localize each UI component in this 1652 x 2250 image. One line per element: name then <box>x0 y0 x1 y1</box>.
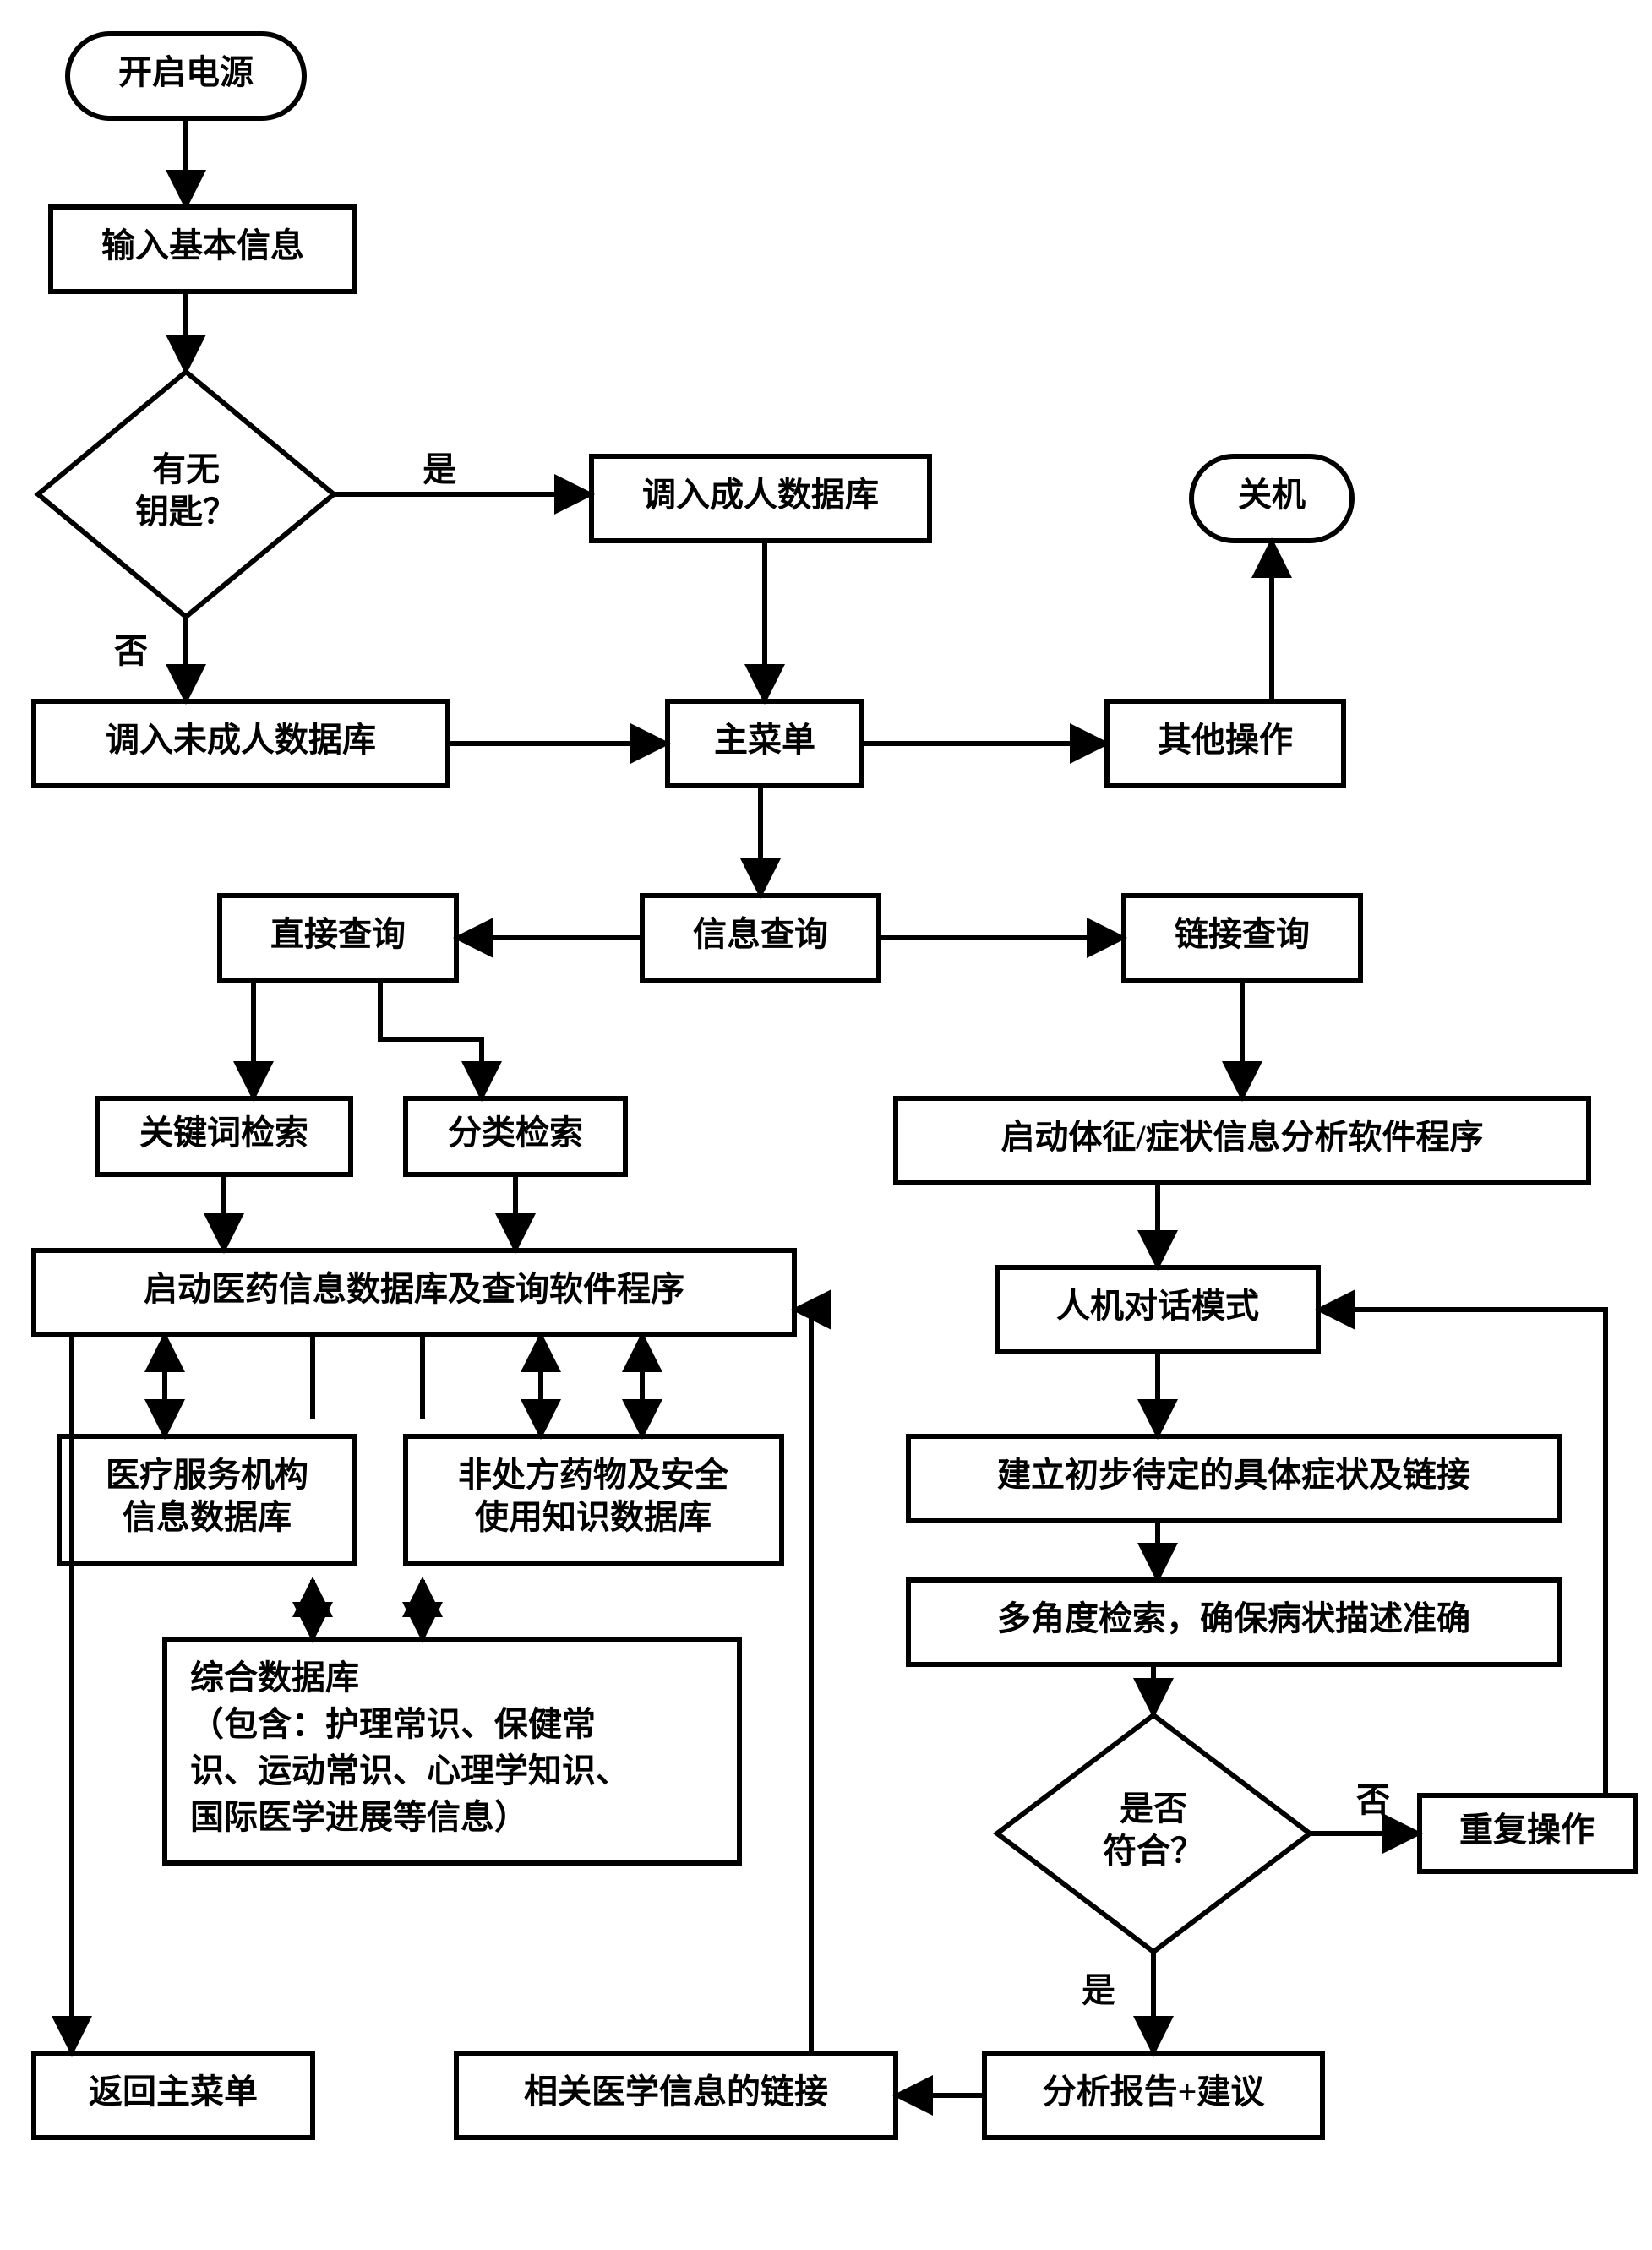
label-match-yes: 是 <box>1082 1971 1115 2009</box>
node-ret-menu-label: 返回主菜单 <box>89 2073 258 2111</box>
node-comp-db-l3: 识、运动常识、心理学知识、 <box>190 1752 630 1790</box>
label-no: 否 <box>114 632 148 670</box>
edge-direct-category <box>380 980 482 1098</box>
node-link-query-label: 链接查询 <box>1175 915 1310 953</box>
node-input-label: 输入基本信息 <box>101 226 304 264</box>
label-yes: 是 <box>423 450 456 488</box>
node-keyword-search-label: 关键词检索 <box>139 1114 308 1152</box>
node-comp-db-l1: 综合数据库 <box>190 1659 359 1697</box>
node-dialog-mode-label: 人机对话模式 <box>1056 1287 1259 1325</box>
node-report-label: 分析报告+建议 <box>1043 2073 1266 2111</box>
node-med-org-db-label2: 信息数据库 <box>123 1498 292 1536</box>
node-otc-db-label1: 非处方药物及安全 <box>458 1456 729 1494</box>
edge-medlink-meddb <box>794 1310 811 2053</box>
flowchart-canvas: 开启电源 输入基本信息 有无 钥匙？ 是 否 调入成人数据库 关机 调入未成人数… <box>0 0 1652 2250</box>
node-direct-query-label: 直接查询 <box>270 915 406 953</box>
node-match-label1: 是否 <box>1120 1790 1187 1828</box>
node-match-label2: 符合？ <box>1103 1832 1204 1870</box>
node-other-ops-label: 其他操作 <box>1158 721 1293 759</box>
node-adult-db-label: 调入成人数据库 <box>642 476 879 514</box>
label-match-no: 否 <box>1356 1781 1390 1819</box>
node-shutdown-label: 关机 <box>1238 476 1306 514</box>
node-otc-db-label2: 使用知识数据库 <box>475 1498 712 1536</box>
node-key-label1: 有无 <box>152 450 220 488</box>
node-minor-db-label: 调入未成人数据库 <box>106 721 376 759</box>
node-med-db-sw-label: 启动医药信息数据库及查询软件程序 <box>144 1270 684 1308</box>
node-category-search-label: 分类检索 <box>448 1114 583 1152</box>
node-multi-angle-label: 多角度检索，确保病状描述准确 <box>997 1599 1470 1637</box>
node-start-label: 开启电源 <box>118 53 254 91</box>
node-init-symptom-label: 建立初步待定的具体症状及链接 <box>997 1456 1470 1494</box>
node-med-link-label: 相关医学信息的链接 <box>524 2073 828 2111</box>
edge-repeat-dialog <box>1318 1310 1606 1795</box>
node-info-query-label: 信息查询 <box>693 915 828 953</box>
node-repeat-label: 重复操作 <box>1459 1811 1595 1849</box>
node-comp-db-l2: （包含：护理常识、保健常 <box>190 1705 596 1743</box>
node-main-menu-label: 主菜单 <box>714 721 815 759</box>
node-comp-db-l4: 国际医学进展等信息） <box>190 1798 528 1836</box>
node-symptom-sw-label: 启动体征/症状信息分析软件程序 <box>1000 1118 1483 1156</box>
node-med-org-db-label1: 医疗服务机构 <box>106 1456 308 1494</box>
node-key-label2: 钥匙？ <box>135 493 237 531</box>
